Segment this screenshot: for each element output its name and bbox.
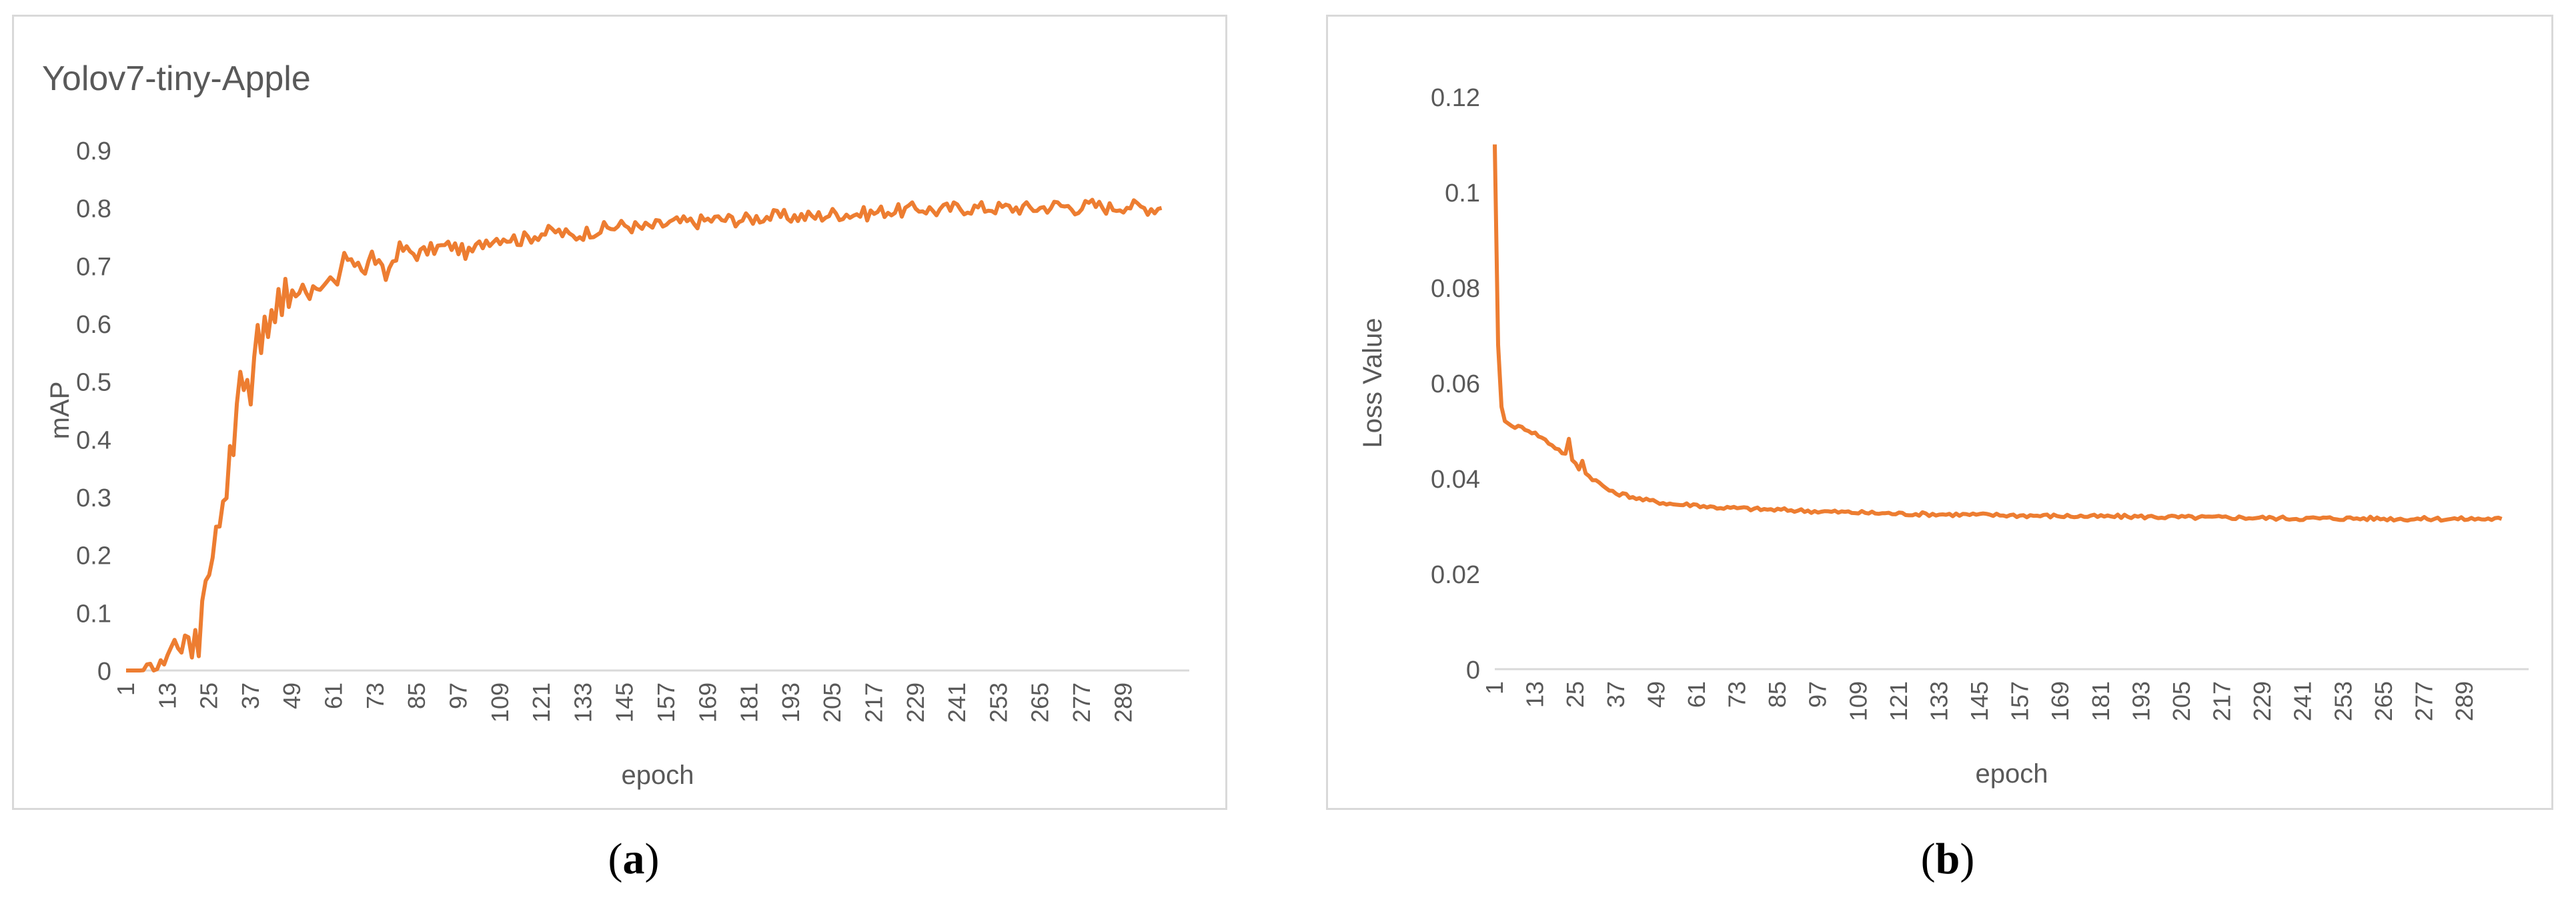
x-tick-label: 1 bbox=[112, 682, 139, 696]
y-tick-label: 0.3 bbox=[76, 484, 111, 512]
loss-chart: 0 0.02 0.04 0.06 0.08 0.1 0.12 1 13 25 37 49 61 73 85 9… bbox=[1358, 84, 2529, 789]
chart-title: Yolov7-tiny-Apple bbox=[42, 59, 311, 98]
x-tick-label: 85 bbox=[403, 682, 430, 709]
x-tick-label: 265 bbox=[1027, 682, 1054, 723]
x-tick-label: 49 bbox=[1642, 681, 1670, 708]
x-tick-label: 25 bbox=[195, 682, 223, 709]
x-tick-label: 61 bbox=[320, 682, 348, 709]
y-tick-label: 0.04 bbox=[1431, 466, 1480, 494]
x-tick-label: 133 bbox=[1925, 681, 1952, 721]
x-tick-label: 253 bbox=[985, 682, 1012, 723]
y-tick-label: 0.5 bbox=[76, 369, 111, 397]
y-tick-label: 0.6 bbox=[76, 311, 111, 339]
x-tick-label: 289 bbox=[2451, 681, 2478, 721]
x-tick-label: 253 bbox=[2329, 681, 2357, 721]
x-tick-label: 145 bbox=[1966, 681, 1993, 721]
y-tick-label: 0.9 bbox=[76, 137, 111, 165]
x-tick-label: 73 bbox=[1724, 681, 1751, 708]
x-tick-label: 169 bbox=[694, 682, 721, 723]
x-tick-label: 85 bbox=[1764, 681, 1791, 708]
x-tick-label: 229 bbox=[2248, 681, 2276, 721]
x-tick-label: 61 bbox=[1683, 681, 1710, 708]
x-tick-label: 133 bbox=[569, 682, 596, 723]
x-tick-label: 1 bbox=[1481, 681, 1508, 695]
x-tick-label: 25 bbox=[1561, 681, 1589, 708]
y-tick-label: 0.06 bbox=[1431, 370, 1480, 398]
caption-b-letter: b bbox=[1935, 835, 1960, 883]
x-tick-label: 277 bbox=[1068, 682, 1095, 723]
series-line bbox=[126, 197, 1163, 672]
y-tick-label: 0 bbox=[1466, 656, 1480, 685]
x-tick-label: 217 bbox=[860, 682, 888, 723]
x-tick-label: 49 bbox=[278, 682, 305, 709]
x-tick-label: 145 bbox=[611, 682, 638, 723]
caption-a-letter: a bbox=[622, 835, 645, 883]
y-tick-label: 0.1 bbox=[76, 600, 111, 628]
x-tick-label: 241 bbox=[2289, 681, 2317, 721]
x-tick-label: 181 bbox=[2087, 681, 2114, 721]
x-tick-label: 289 bbox=[1109, 682, 1137, 723]
x-tick-label: 181 bbox=[736, 682, 763, 723]
y-tick-label: 0 bbox=[97, 658, 111, 686]
x-tick-label: 13 bbox=[153, 682, 181, 709]
caption-b: (b) bbox=[1920, 835, 1975, 883]
caption-a: (a) bbox=[608, 835, 660, 883]
y-axis-label: Loss Value bbox=[1358, 318, 1387, 448]
x-tick-label: 229 bbox=[902, 682, 929, 723]
x-tick-label: 97 bbox=[444, 682, 472, 709]
x-tick-label: 121 bbox=[528, 682, 555, 723]
y-tick-label: 0.2 bbox=[76, 542, 111, 570]
x-tick-label: 277 bbox=[2410, 681, 2437, 721]
series-line bbox=[1493, 144, 2503, 523]
y-tick-label: 0.08 bbox=[1431, 275, 1480, 303]
x-tick-label: 193 bbox=[777, 682, 804, 723]
x-tick-label: 121 bbox=[1885, 681, 1912, 721]
map-chart: Yolov7-tiny-Apple 0 0.1 0.2 0.3 0.4 0.5 0.6 0.7 0… bbox=[42, 59, 1189, 790]
y-tick-label: 0.12 bbox=[1431, 84, 1480, 112]
x-tick-label: 157 bbox=[2006, 681, 2034, 721]
x-tick-label: 37 bbox=[237, 682, 264, 709]
x-tick-label: 37 bbox=[1602, 681, 1630, 708]
x-tick-label: 13 bbox=[1521, 681, 1549, 708]
x-tick-label: 73 bbox=[362, 682, 389, 709]
chart-panel-b: 0 0.02 0.04 0.06 0.08 0.1 0.12 1 13 25 37 49 61 73 85 9… bbox=[1326, 15, 2553, 810]
x-axis-label: epoch bbox=[1976, 759, 2048, 789]
x-axis-label: epoch bbox=[622, 761, 694, 790]
y-tick-label: 0.1 bbox=[1445, 179, 1480, 207]
x-tick-label: 97 bbox=[1804, 681, 1832, 708]
x-tick-label: 109 bbox=[1844, 681, 1872, 721]
x-tick-label: 193 bbox=[2127, 681, 2154, 721]
x-tick-label: 205 bbox=[818, 682, 846, 723]
x-tick-label: 217 bbox=[2208, 681, 2236, 721]
y-tick-label: 0.4 bbox=[76, 426, 111, 454]
x-tick-label: 169 bbox=[2046, 681, 2074, 721]
y-tick-label: 0.02 bbox=[1431, 561, 1480, 589]
chart-panel-a: Yolov7-tiny-Apple 0 0.1 0.2 0.3 0.4 0.5 0.6 0.7 0… bbox=[12, 15, 1227, 810]
x-tick-label: 241 bbox=[943, 682, 971, 723]
x-tick-label: 265 bbox=[2370, 681, 2397, 721]
y-tick-label: 0.7 bbox=[76, 253, 111, 281]
x-tick-label: 205 bbox=[2168, 681, 2195, 721]
y-axis-label: mAP bbox=[45, 382, 75, 440]
x-tick-label: 157 bbox=[652, 682, 680, 723]
x-tick-label: 109 bbox=[486, 682, 514, 723]
y-tick-label: 0.8 bbox=[76, 195, 111, 223]
